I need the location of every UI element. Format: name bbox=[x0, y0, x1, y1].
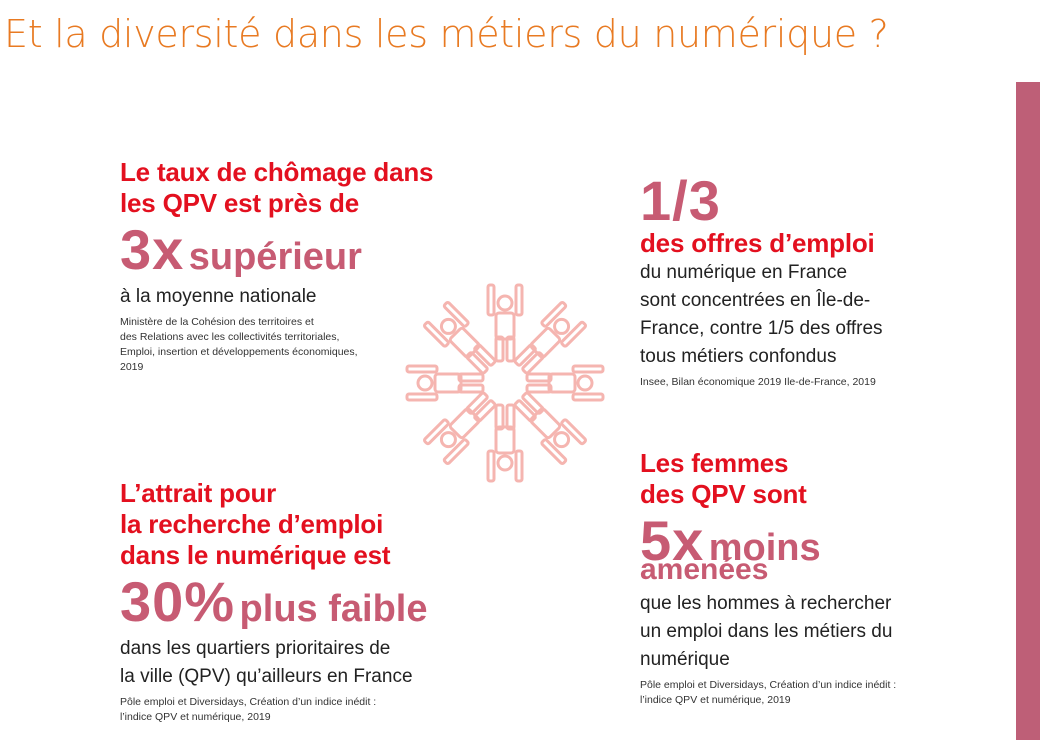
source-line: Emploi, insertion et développements écon… bbox=[120, 346, 358, 358]
job-offers-heading: des offres d’emploi bbox=[640, 228, 875, 258]
source-line: des Relations avec les collectivités ter… bbox=[120, 331, 340, 343]
person-figure-icon bbox=[486, 283, 524, 363]
unemployment-source: Ministère de la Cohésion des territoires… bbox=[120, 315, 480, 375]
body-line: sont concentrées en Île-de- bbox=[640, 290, 871, 311]
source-line: 2019 bbox=[120, 361, 144, 373]
heading-line: la recherche d’emploi bbox=[120, 509, 384, 539]
body-line: dans les quartiers prioritaires de bbox=[120, 638, 391, 659]
body-line: tous métiers confondus bbox=[640, 346, 837, 367]
heading-line: Le taux de chômage dans bbox=[120, 157, 434, 187]
body-line: la ville (QPV) qu’ailleurs en France bbox=[120, 666, 413, 687]
source-line: Pôle emploi et Diversidays, Création d’u… bbox=[640, 679, 897, 691]
stat-word: plus faible bbox=[239, 588, 428, 630]
job-offers-body: du numérique en France sont concentrées … bbox=[640, 259, 970, 371]
heading-line: les QPV est près de bbox=[120, 188, 359, 218]
stat-word-continued: amenées bbox=[640, 553, 769, 586]
source-line: Ministère de la Cohésion des territoires… bbox=[120, 316, 314, 328]
unemployment-stat-block: Le taux de chômage dans les QPV est près… bbox=[120, 157, 480, 375]
circle-of-people-icon bbox=[385, 258, 625, 508]
person-figure-icon bbox=[423, 391, 497, 465]
women-stat-block: Les femmes des QPV sont 5x moins amenées… bbox=[640, 448, 970, 708]
decorative-side-bar bbox=[1016, 82, 1040, 740]
stat-word: moins bbox=[708, 527, 821, 569]
heading-line: des QPV sont bbox=[640, 479, 807, 509]
heading-line: L’attrait pour bbox=[120, 478, 277, 508]
page-title: Et la diversité dans les métiers du numé… bbox=[4, 12, 889, 56]
stat-number: 5x bbox=[640, 509, 705, 572]
women-source: Pôle emploi et Diversidays, Création d’u… bbox=[640, 678, 970, 708]
body-line: France, contre 1/5 des offres bbox=[640, 318, 883, 339]
stat-number: 1/3 bbox=[640, 169, 721, 232]
stat-number: 3x bbox=[120, 218, 185, 281]
person-figure-icon bbox=[423, 301, 497, 375]
attraction-stat: 30% plus faible bbox=[120, 573, 480, 635]
attraction-source: Pôle emploi et Diversidays, Création d’u… bbox=[120, 695, 480, 725]
body-line: que les hommes à rechercher bbox=[640, 593, 892, 614]
attraction-stat-block: L’attrait pour la recherche d’emploi dan… bbox=[120, 478, 480, 725]
person-figure-icon bbox=[405, 364, 485, 402]
source-line: l’indice QPV et numérique, 2019 bbox=[640, 694, 791, 706]
women-stat: 5x moins bbox=[640, 512, 970, 570]
attraction-heading: L’attrait pour la recherche d’emploi dan… bbox=[120, 478, 480, 571]
person-figure-icon bbox=[525, 364, 605, 402]
body-line: numérique bbox=[640, 649, 730, 670]
job-offers-stat-block: 1/3 des offres d’emploi du numérique en … bbox=[640, 172, 970, 390]
circle-of-people-illustration bbox=[405, 283, 605, 483]
body-line: du numérique en France bbox=[640, 262, 848, 283]
attraction-body: dans les quartiers prioritaires de la vi… bbox=[120, 635, 480, 691]
women-heading: Les femmes des QPV sont bbox=[640, 448, 970, 510]
heading-line: dans le numérique est bbox=[120, 540, 391, 570]
body-line: un emploi dans les métiers du bbox=[640, 621, 893, 642]
unemployment-body: à la moyenne nationale bbox=[120, 286, 317, 307]
unemployment-heading: Le taux de chômage dans les QPV est près… bbox=[120, 157, 480, 219]
person-figure-icon bbox=[513, 301, 587, 375]
job-offers-source: Insee, Bilan économique 2019 Ile-de-Fran… bbox=[640, 376, 876, 388]
heading-line: Les femmes bbox=[640, 448, 789, 478]
person-figure-icon bbox=[513, 391, 587, 465]
stat-word: supérieur bbox=[188, 236, 362, 278]
women-body: que les hommes à rechercher un emploi da… bbox=[640, 590, 970, 674]
source-line: l’indice QPV et numérique, 2019 bbox=[120, 711, 271, 723]
person-figure-icon bbox=[486, 403, 524, 483]
stat-number: 30% bbox=[120, 570, 236, 633]
source-line: Pôle emploi et Diversidays, Création d’u… bbox=[120, 696, 377, 708]
unemployment-stat: 3x supérieur bbox=[120, 221, 480, 283]
